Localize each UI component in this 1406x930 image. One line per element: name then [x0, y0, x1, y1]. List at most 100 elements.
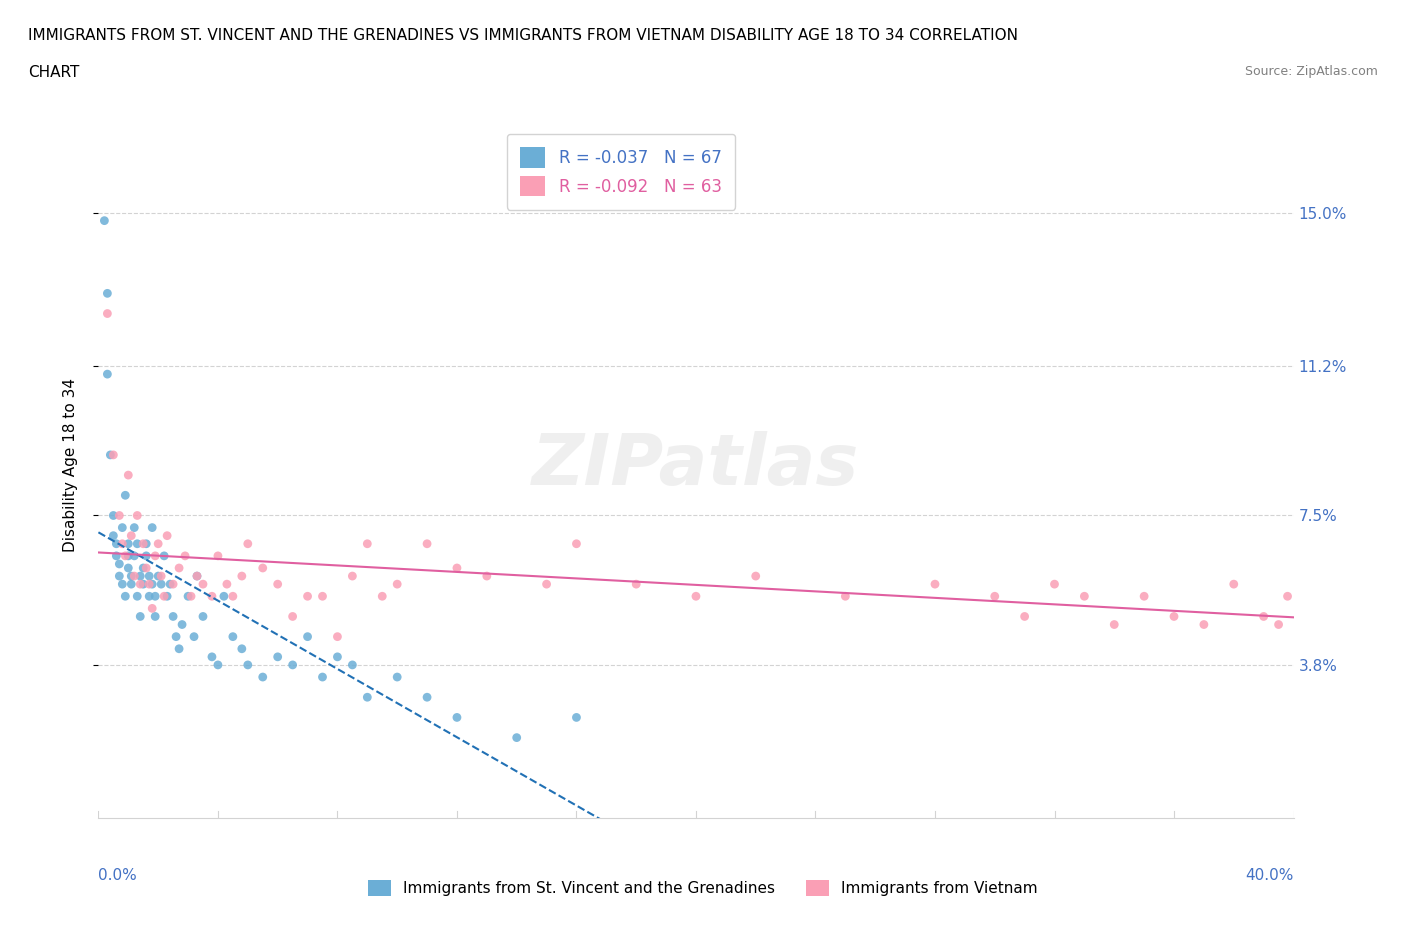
Point: [156, 528, 179, 543]
Point: [626, 577, 648, 591]
Legend: Immigrants from St. Vincent and the Grenadines, Immigrants from Vietnam: Immigrants from St. Vincent and the Gren…: [360, 872, 1046, 904]
Point: [311, 589, 333, 604]
Point: [132, 577, 155, 591]
Point: [143, 549, 166, 564]
Point: [342, 658, 364, 672]
Text: Source: ZipAtlas.com: Source: ZipAtlas.com: [1244, 65, 1378, 78]
Point: [129, 577, 152, 591]
Point: [172, 618, 194, 632]
Point: [201, 589, 224, 604]
Point: [127, 589, 149, 604]
Point: [127, 508, 149, 523]
Point: [371, 589, 394, 604]
Point: [114, 488, 136, 503]
Point: [124, 549, 146, 564]
Text: IMMIGRANTS FROM ST. VINCENT AND THE GRENADINES VS IMMIGRANTS FROM VIETNAM DISABI: IMMIGRANTS FROM ST. VINCENT AND THE GREN…: [28, 28, 1018, 43]
Point: [1104, 618, 1126, 632]
Point: [1223, 577, 1246, 591]
Point: [114, 549, 136, 564]
Point: [162, 577, 184, 591]
Point: [150, 577, 173, 591]
Point: [129, 568, 152, 583]
Point: [1163, 609, 1185, 624]
Point: [745, 568, 768, 583]
Legend: R = -0.037   N = 67, R = -0.092   N = 63: R = -0.037 N = 67, R = -0.092 N = 63: [508, 134, 735, 210]
Point: [1043, 577, 1066, 591]
Point: [129, 609, 152, 624]
Point: [536, 577, 558, 591]
Point: [165, 630, 187, 644]
Point: [120, 577, 142, 591]
Point: [108, 508, 131, 523]
Point: [565, 537, 588, 551]
Point: [135, 549, 157, 564]
Point: [1133, 589, 1156, 604]
Point: [103, 447, 125, 462]
Point: [207, 658, 229, 672]
Point: [191, 577, 214, 591]
Point: [685, 589, 707, 604]
Point: [120, 528, 142, 543]
Point: [281, 658, 304, 672]
Point: [356, 537, 378, 551]
Point: [167, 561, 190, 576]
Point: [1267, 618, 1289, 632]
Point: [96, 286, 118, 300]
Point: [167, 642, 190, 657]
Point: [96, 306, 118, 321]
Point: [177, 589, 200, 604]
Point: [924, 577, 946, 591]
Point: [267, 577, 290, 591]
Point: [138, 568, 160, 583]
Point: [180, 589, 202, 604]
Point: [356, 690, 378, 705]
Point: [120, 568, 142, 583]
Point: [252, 670, 274, 684]
Point: [834, 589, 856, 604]
Point: [174, 549, 197, 564]
Point: [385, 577, 409, 591]
Point: [1253, 609, 1275, 624]
Point: [222, 630, 245, 644]
Point: [138, 577, 160, 591]
Point: [326, 630, 349, 644]
Point: [252, 561, 274, 576]
Point: [236, 658, 259, 672]
Point: [135, 537, 157, 551]
Point: [183, 630, 205, 644]
Point: [1277, 589, 1299, 604]
Point: [231, 568, 253, 583]
Text: CHART: CHART: [28, 65, 80, 80]
Point: [105, 537, 128, 551]
Point: [212, 589, 235, 604]
Point: [108, 556, 131, 571]
Point: [231, 642, 253, 657]
Point: [446, 561, 468, 576]
Point: [153, 589, 176, 604]
Point: [103, 528, 125, 543]
Point: [108, 568, 131, 583]
Point: [111, 537, 134, 551]
Point: [124, 520, 146, 535]
Point: [416, 537, 439, 551]
Point: [446, 710, 468, 724]
Point: [506, 730, 529, 745]
Point: [159, 577, 181, 591]
Point: [111, 520, 134, 535]
Text: 0.0%: 0.0%: [98, 868, 138, 883]
Point: [138, 589, 160, 604]
Point: [1192, 618, 1215, 632]
Point: [385, 670, 409, 684]
Point: [148, 568, 170, 583]
Point: [311, 670, 333, 684]
Point: [105, 549, 128, 564]
Point: [281, 609, 304, 624]
Point: [207, 549, 229, 564]
Point: [191, 609, 214, 624]
Point: [201, 649, 224, 664]
Point: [236, 537, 259, 551]
Text: 40.0%: 40.0%: [1246, 868, 1294, 883]
Point: [215, 577, 238, 591]
Point: [117, 561, 139, 576]
Point: [342, 568, 364, 583]
